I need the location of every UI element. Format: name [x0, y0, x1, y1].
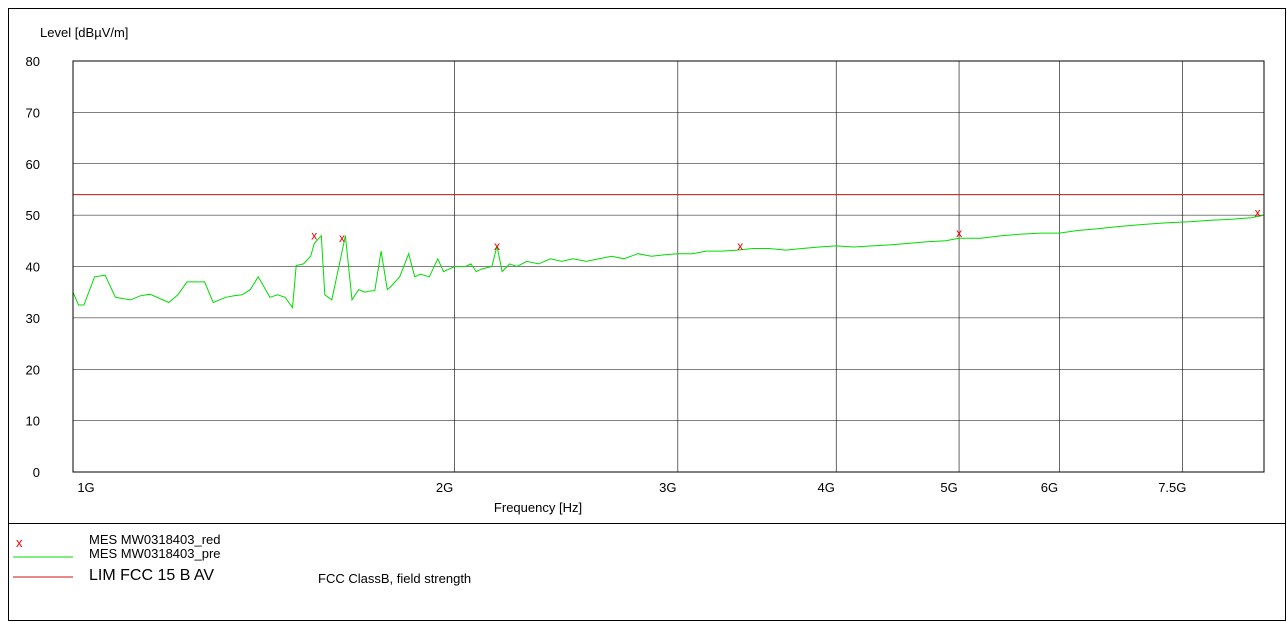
x-tick-label: 4G	[818, 480, 835, 495]
y-tick-labels: 0 10 20 30 40 50 60 70 80	[26, 54, 40, 480]
x-tick-label: 3G	[659, 480, 676, 495]
measurement-markers: x x x x x x	[311, 206, 1260, 253]
y-tick-label: 0	[33, 465, 40, 480]
x-tick-labels: 1G 2G 3G 4G 5G 6G 7.5G	[77, 480, 1186, 495]
marker-point: x	[1255, 206, 1261, 220]
marker-point: x	[311, 229, 317, 243]
legend-pre-swatch	[13, 556, 73, 558]
legend-divider	[8, 523, 1286, 524]
x-tick-label: 7.5G	[1158, 480, 1186, 495]
marker-point: x	[956, 226, 962, 240]
x-axis-label: Frequency [Hz]	[494, 500, 582, 515]
y-axis-label: Level [dBµV/m]	[40, 25, 128, 40]
legend-pre-label: MES MW0318403_pre	[89, 546, 221, 561]
y-tick-label: 70	[26, 105, 40, 120]
legend-lim-label: LIM FCC 15 B AV	[89, 567, 215, 584]
marker-point: x	[737, 239, 743, 253]
legend-marker-label: MES MW0318403_red	[89, 532, 221, 547]
x-tick-label: 6G	[1041, 480, 1058, 495]
marker-point: x	[494, 239, 500, 253]
x-tick-label: 2G	[436, 480, 453, 495]
legend-note: FCC ClassB, field strength	[318, 571, 472, 586]
chart-frame	[8, 8, 1286, 621]
legend-marker-symbol: x	[16, 535, 23, 550]
y-tick-label: 80	[26, 54, 40, 69]
series-line-pre	[72, 214, 1265, 309]
plot-area-border	[72, 60, 1265, 473]
legend-lim-swatch	[13, 576, 73, 578]
y-tick-label: 30	[26, 311, 40, 326]
marker-point: x	[339, 231, 345, 245]
data-series	[72, 214, 1265, 309]
y-tick-label: 10	[26, 414, 40, 429]
y-tick-label: 60	[26, 157, 40, 172]
y-tick-label: 50	[26, 208, 40, 223]
grid-lines	[73, 61, 1264, 472]
x-tick-label: 1G	[77, 480, 94, 495]
y-tick-label: 20	[26, 362, 40, 377]
y-tick-label: 40	[26, 260, 40, 275]
x-tick-label: 5G	[940, 480, 957, 495]
